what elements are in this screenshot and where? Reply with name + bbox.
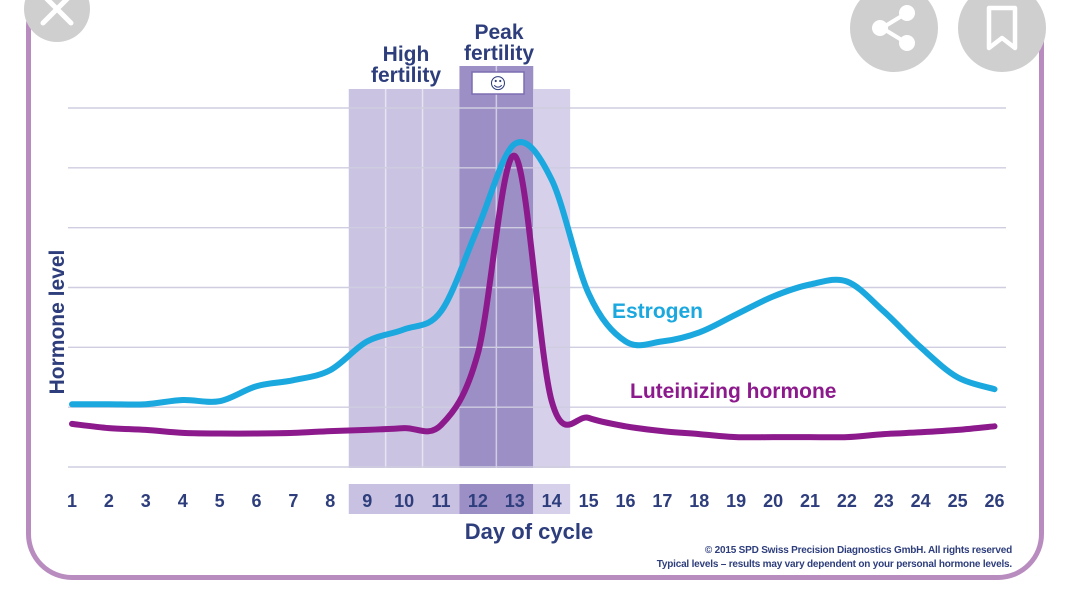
x-tick-label: 5 [215, 491, 225, 511]
x-tick-label: 13 [505, 491, 525, 511]
fertility-band-tick-bg [459, 484, 534, 514]
x-tick-label: 8 [325, 491, 335, 511]
estrogen-label: Estrogen [612, 300, 703, 323]
x-tick-label: 24 [911, 491, 931, 511]
smiley-icon: ☺ [490, 74, 507, 93]
peak-fertility-label: Peak fertility [463, 21, 534, 65]
fertility-band-tick-bg [348, 484, 460, 514]
x-tick-label: 19 [726, 491, 746, 511]
x-tick-label: 23 [874, 491, 894, 511]
x-tick-label: 7 [288, 491, 298, 511]
x-tick-label: 1 [67, 491, 77, 511]
x-tick-label: 21 [800, 491, 820, 511]
estrogen-line [69, 139, 998, 408]
x-tick-label: 17 [652, 491, 672, 511]
x-tick-label: 25 [948, 491, 968, 511]
close-button[interactable] [24, 0, 90, 42]
fertility-band-tick-bg [533, 484, 571, 514]
disclaimer-line: Typical levels – results may vary depend… [656, 559, 1013, 570]
x-tick-label: 22 [837, 491, 857, 511]
high-fertility-label: High fertility [370, 43, 441, 87]
x-tick-label: 15 [579, 491, 599, 511]
x-tick-label: 9 [362, 491, 372, 511]
x-axis-label: Day of cycle [465, 519, 593, 544]
x-tick-label: 14 [542, 491, 562, 511]
x-tick-label: 26 [984, 491, 1004, 511]
x-tick-label: 16 [615, 491, 635, 511]
lh-line [69, 152, 998, 441]
x-tick-label: 18 [689, 491, 709, 511]
x-tick-label: 12 [468, 491, 488, 511]
x-tick-label: 20 [763, 491, 783, 511]
y-axis-label: Hormone level [46, 250, 69, 395]
copyright-line: © 2015 SPD Swiss Precision Diagnostics G… [704, 545, 1012, 556]
x-tick-label: 11 [431, 491, 450, 511]
fertility-band [348, 89, 460, 468]
x-tick-label: 3 [141, 491, 151, 511]
chart-frame [26, 0, 1044, 580]
bookmark-button[interactable] [958, 0, 1046, 72]
bookmark-icon [986, 5, 1018, 51]
lh-label: Luteinizing hormone [630, 380, 836, 403]
x-tick-label: 10 [394, 491, 414, 511]
x-tick-label: 2 [104, 491, 114, 511]
share-button[interactable] [850, 0, 938, 72]
x-tick-label: 4 [178, 491, 188, 511]
smiley-box [471, 71, 525, 95]
copyright-notice: © 2015 SPD Swiss Precision Diagnostics G… [656, 544, 1013, 572]
fertility-band [533, 89, 571, 468]
share-icon [872, 5, 915, 51]
x-tick-label: 6 [251, 491, 261, 511]
close-icon [40, 0, 74, 26]
